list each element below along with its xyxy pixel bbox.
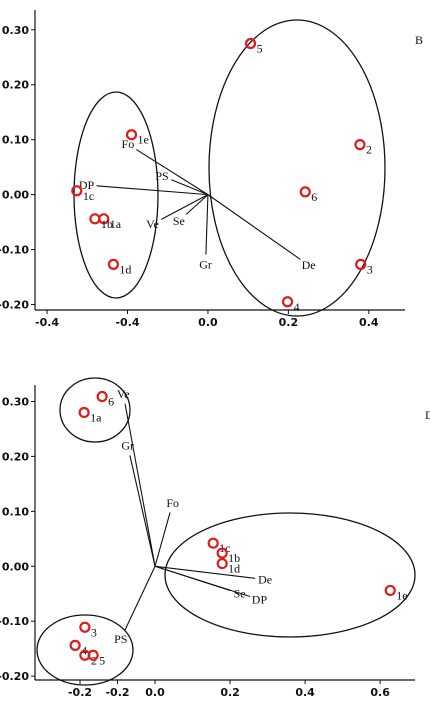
sample-point <box>216 547 228 559</box>
sample-point <box>299 186 311 198</box>
y-tick-label: -0.10 <box>0 244 29 257</box>
loading-vector <box>171 179 209 196</box>
sample-point <box>244 37 257 50</box>
sample-point <box>207 537 219 549</box>
loading-vector <box>124 566 156 631</box>
sample-point <box>354 139 366 151</box>
vector-label: Gr <box>121 439 134 453</box>
sample-point <box>107 258 120 270</box>
vector-label: PS <box>114 632 127 646</box>
group-ellipse <box>164 512 416 638</box>
sample-point <box>125 129 138 141</box>
x-tick-label: -0.4 <box>115 316 139 329</box>
loading-vector <box>161 194 209 220</box>
loading-vector <box>185 194 209 215</box>
vector-label: Fo <box>122 137 135 151</box>
loading-vector <box>207 194 301 260</box>
x-tick-label: 0.6 <box>370 686 390 699</box>
point-label: 2 <box>366 143 372 157</box>
loading-vector <box>124 403 156 567</box>
group-ellipse <box>59 377 131 443</box>
sample-point <box>281 296 294 308</box>
vector-label: Fo <box>166 496 179 510</box>
y-tick-label: 0.00 <box>2 189 29 202</box>
x-tick-label: -0.2 <box>105 686 129 699</box>
x-tick-label: 0.4 <box>359 316 379 329</box>
vector-label: De <box>258 573 272 587</box>
y-tick-label: 0.20 <box>2 79 29 92</box>
x-tick-label: 0.0 <box>198 316 218 329</box>
y-tick-label: 0.30 <box>2 24 29 37</box>
sample-point <box>79 621 91 633</box>
loading-vector <box>129 455 156 567</box>
y-tick-label: -0.10 <box>0 615 29 628</box>
sample-point <box>384 584 396 597</box>
loading-vector <box>96 185 208 196</box>
sample-point <box>96 390 108 403</box>
point-label: 3 <box>91 625 97 639</box>
sample-point <box>69 639 81 651</box>
vector-label: Ve <box>146 217 159 231</box>
x-tick-label: -0.4 <box>35 316 59 329</box>
x-tick-label: 0.2 <box>279 316 299 329</box>
panel-label: B <box>415 33 423 47</box>
y-tick-label: 0.10 <box>2 134 29 147</box>
sample-point <box>355 258 367 270</box>
x-tick-label: 0.0 <box>145 686 165 699</box>
sample-point <box>216 557 228 570</box>
x-tick-label: 0.4 <box>295 686 315 699</box>
y-tick-label: 0.30 <box>2 395 29 408</box>
point-label: 1c <box>83 189 94 203</box>
loading-vector <box>154 512 171 567</box>
y-tick-label: -0.20 <box>0 670 29 683</box>
sample-point <box>87 649 99 661</box>
sample-point <box>89 213 101 225</box>
vector-label: DP <box>79 178 95 192</box>
vector-label: Gr <box>199 257 212 271</box>
point-label: 1e <box>396 588 407 602</box>
point-label: 4 <box>294 300 300 314</box>
point-label: 5 <box>99 653 105 667</box>
x-tick-label: 0.2 <box>220 686 240 699</box>
point-label: 1b <box>101 217 113 231</box>
group-ellipse <box>36 614 134 686</box>
point-label: 1a <box>110 217 122 231</box>
point-label: 3 <box>367 262 373 276</box>
point-label: 1e <box>138 133 149 147</box>
point-label: 6 <box>311 190 317 204</box>
loading-vector <box>136 149 209 196</box>
vector-label: PS <box>155 169 168 183</box>
sample-point <box>71 185 83 197</box>
point-label: 1d <box>119 262 131 276</box>
vector-label: Ve <box>117 387 130 401</box>
point-label: 1b <box>228 551 240 565</box>
vector-label: De <box>302 258 316 272</box>
y-tick-label: 0.10 <box>2 505 29 518</box>
group-ellipse <box>208 19 386 317</box>
y-tick-label: 0.00 <box>2 560 29 573</box>
y-tick-label: -0.20 <box>0 299 29 312</box>
loading-vector <box>154 565 256 579</box>
vector-label: DP <box>252 593 268 607</box>
vector-label: Se <box>173 214 185 228</box>
point-label: 1d <box>228 562 240 576</box>
sample-point <box>78 406 90 419</box>
y-tick-label: 0.20 <box>2 450 29 463</box>
point-label: 6 <box>108 395 114 409</box>
point-label: 5 <box>257 42 263 56</box>
x-tick-label: -0.2 <box>68 686 92 699</box>
panel-label: D <box>425 408 430 422</box>
point-label: 1a <box>90 410 102 424</box>
loading-vector <box>205 194 209 255</box>
loading-vector <box>154 565 251 598</box>
